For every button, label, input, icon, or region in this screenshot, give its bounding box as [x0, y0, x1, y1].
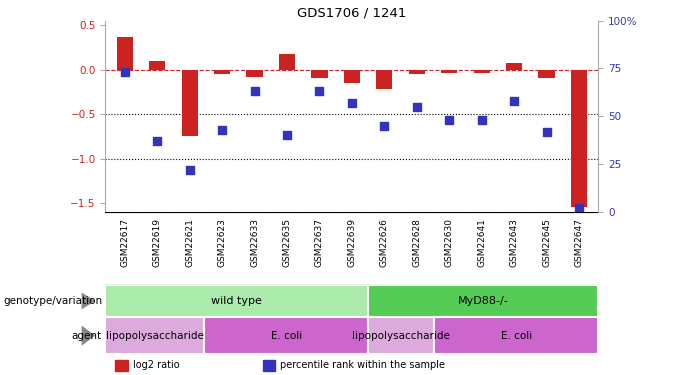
Bar	[369, 317, 434, 354]
Bar	[105, 285, 369, 317]
Point	[541, 129, 552, 135]
Bar	[473, 69, 490, 73]
Text: GSM22628: GSM22628	[412, 218, 422, 267]
Text: lipopolysaccharide: lipopolysaccharide	[352, 331, 450, 340]
Text: GSM22619: GSM22619	[153, 218, 162, 267]
Point	[346, 100, 358, 106]
Bar	[105, 317, 204, 354]
Point	[444, 117, 455, 123]
Text: GSM22643: GSM22643	[509, 218, 519, 267]
Text: log2 ratio: log2 ratio	[133, 360, 179, 370]
Bar	[434, 317, 598, 354]
Text: percentile rank within the sample: percentile rank within the sample	[280, 360, 445, 370]
Point	[152, 138, 163, 144]
Point	[184, 167, 195, 173]
Text: genotype/variation: genotype/variation	[3, 296, 102, 306]
Bar	[369, 285, 598, 317]
Bar	[311, 69, 328, 78]
Point	[379, 123, 390, 129]
Polygon shape	[82, 292, 95, 309]
Text: wild type: wild type	[211, 296, 262, 306]
Polygon shape	[82, 326, 95, 346]
Point	[217, 127, 228, 133]
Point	[314, 88, 325, 94]
Text: GSM22633: GSM22633	[250, 218, 259, 267]
Text: GSM22623: GSM22623	[218, 218, 226, 267]
Bar	[506, 63, 522, 69]
Bar	[182, 69, 198, 136]
Point	[509, 98, 520, 104]
Point	[249, 88, 260, 94]
Bar	[344, 69, 360, 83]
Bar	[571, 69, 587, 207]
Text: GSM22617: GSM22617	[120, 218, 129, 267]
Text: GSM22647: GSM22647	[575, 218, 583, 267]
Bar	[376, 69, 392, 89]
Text: GSM22637: GSM22637	[315, 218, 324, 267]
Text: GSM22626: GSM22626	[380, 218, 389, 267]
Text: GSM22641: GSM22641	[477, 218, 486, 267]
Bar	[409, 69, 425, 74]
Bar	[279, 54, 295, 69]
Text: GSM22645: GSM22645	[542, 218, 551, 267]
Point	[476, 117, 487, 123]
Bar	[246, 69, 262, 76]
Bar	[204, 317, 369, 354]
Text: agent: agent	[72, 331, 102, 340]
Bar	[263, 360, 275, 371]
Text: GSM22630: GSM22630	[445, 218, 454, 267]
Title: GDS1706 / 1241: GDS1706 / 1241	[297, 6, 407, 20]
Bar	[116, 360, 128, 371]
Text: lipopolysaccharide: lipopolysaccharide	[106, 331, 203, 340]
Text: GSM22635: GSM22635	[282, 218, 292, 267]
Text: E. coli: E. coli	[500, 331, 532, 340]
Point	[282, 132, 292, 138]
Point	[120, 69, 131, 75]
Text: E. coli: E. coli	[271, 331, 302, 340]
Bar	[117, 37, 133, 69]
Bar	[214, 69, 231, 74]
Point	[573, 205, 584, 211]
Text: MyD88-/-: MyD88-/-	[458, 296, 509, 306]
Point	[411, 104, 422, 110]
Bar	[441, 69, 458, 73]
Bar	[539, 69, 555, 78]
Bar	[149, 61, 165, 69]
Text: GSM22639: GSM22639	[347, 218, 356, 267]
Text: GSM22621: GSM22621	[185, 218, 194, 267]
